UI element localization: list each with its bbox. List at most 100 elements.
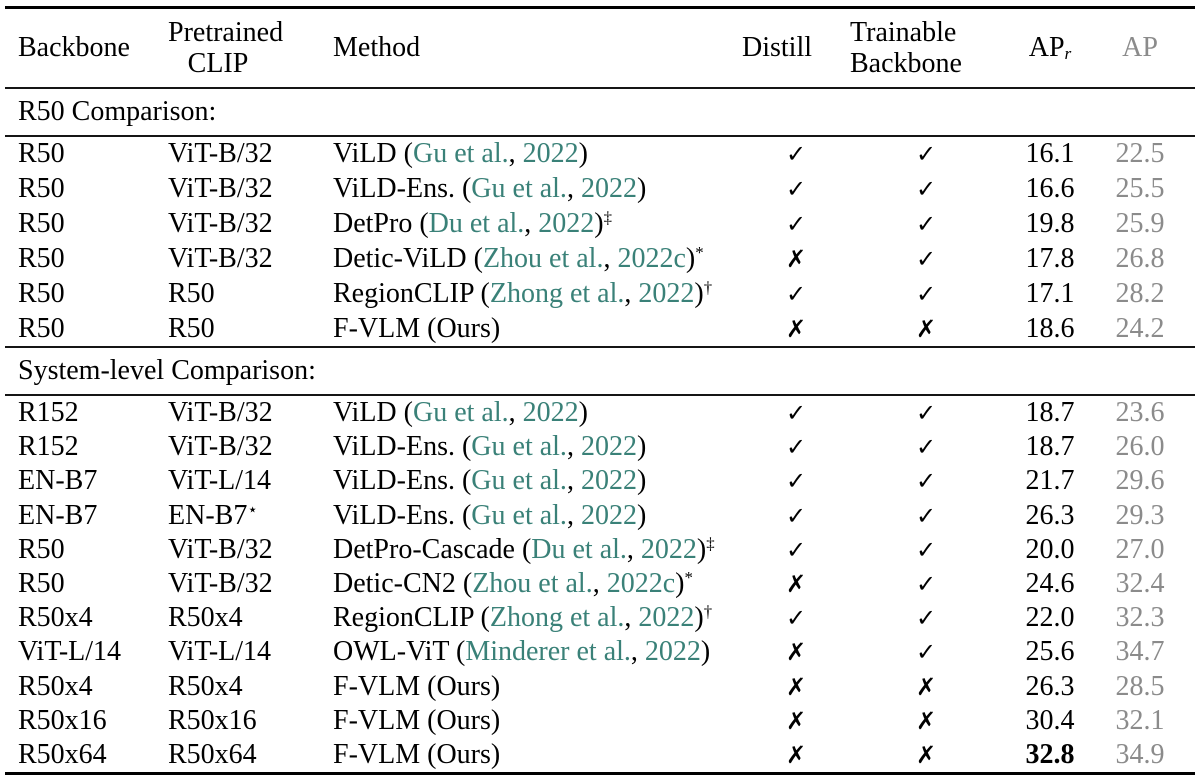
citation-year-link[interactable]: 2022	[640, 533, 697, 565]
citation-year-link[interactable]: 2022	[538, 208, 595, 240]
citation-year-link[interactable]: 2022	[580, 173, 637, 205]
header-ap: AP	[1122, 32, 1158, 63]
cell-ap-value: 34.9	[1115, 738, 1165, 770]
citation-author-link[interactable]: Du et al.	[428, 208, 525, 240]
cell-method: ViLD (Gu et al., 2022)	[333, 138, 588, 170]
cell-backbone: R50	[18, 208, 65, 240]
cell-pretrained-clip: R50	[168, 312, 215, 344]
cell-ap-rare-value: 18.7	[1025, 431, 1075, 463]
citation-author-link[interactable]: Gu et al.	[471, 499, 567, 531]
citation-author-link[interactable]: Gu et al.	[412, 397, 509, 429]
cell-trainable-mark: ✗	[915, 740, 937, 769]
cell-ap-value: 32.4	[1115, 568, 1165, 600]
citation-author-link[interactable]: Du et al.	[531, 533, 627, 565]
table-row: R152 ViT-B/32 ViLD (Gu et al., 2022) ✓ ✓…	[0, 396, 1200, 430]
cell-trainable-mark: ✗	[915, 314, 937, 343]
cell-ap-value: 25.5	[1115, 173, 1165, 205]
cell-pretrained-clip: ViT-B/32	[168, 533, 273, 565]
header-distill: Distill	[742, 32, 813, 63]
cell-trainable-mark: ✗	[915, 672, 937, 701]
method-name: DetPro	[333, 208, 413, 240]
citation-author-link[interactable]: Gu et al.	[471, 431, 567, 463]
citation-author-link[interactable]: Gu et al.	[412, 138, 509, 170]
cell-distill-mark: ✓	[785, 604, 807, 633]
method-name: ViLD-Ens.	[333, 465, 455, 497]
header-trainable-line1: Trainable	[850, 16, 957, 48]
table-row: R50x4 R50x4 RegionCLIP (Zhong et al., 20…	[0, 601, 1200, 635]
table-row: EN-B7 ViT-L/14 ViLD-Ens. (Gu et al., 202…	[0, 464, 1200, 498]
cell-method: ViLD (Gu et al., 2022)	[333, 397, 588, 429]
section-label: R50 Comparison:	[18, 96, 217, 127]
method-superscript: †	[703, 277, 713, 297]
cell-ap-value: 32.1	[1115, 704, 1165, 736]
divider	[5, 394, 1195, 396]
citation-year-link[interactable]: 2022	[580, 431, 637, 463]
citation-author-link[interactable]: Zhong et al.	[489, 602, 625, 634]
cell-ap-rare-value: 24.6	[1025, 568, 1075, 600]
cell-ap-rare-value: 25.6	[1025, 636, 1075, 668]
cell-method: Detic-ViLD (Zhou et al., 2022c)*	[333, 242, 704, 274]
citation-author-link[interactable]: Minderer et al.	[465, 636, 631, 668]
method-name: Detic-CN2	[333, 568, 456, 600]
table-row: R50 ViT-B/32 ViLD (Gu et al., 2022) ✓ ✓ …	[0, 137, 1200, 172]
citation-author-link[interactable]: Zhou et al.	[472, 568, 593, 600]
cell-ap-value: 29.6	[1115, 465, 1165, 497]
table-row: ViT-L/14 ViT-L/14 OWL-ViT (Minderer et a…	[0, 635, 1200, 669]
cell-method: ViLD-Ens. (Gu et al., 2022)	[333, 173, 647, 205]
cell-ap-rare-value: 16.1	[1025, 138, 1075, 170]
method-superscript: ‡	[706, 533, 715, 553]
citation-author-link[interactable]: Gu et al.	[471, 465, 567, 497]
citation-author-link[interactable]: Gu et al.	[471, 173, 567, 205]
header-pretrained-clip: Pretrained CLIP	[168, 17, 328, 80]
cell-pretrained-clip: R50x4	[168, 670, 243, 702]
citation-year-link[interactable]: 2022	[580, 465, 637, 497]
table-row: EN-B7 EN-B7⋆ ViLD-Ens. (Gu et al., 2022)…	[0, 499, 1200, 533]
cell-ap-value: 22.5	[1115, 138, 1165, 170]
cell-trainable-mark: ✓	[915, 399, 937, 428]
method-superscript: ‡	[603, 207, 613, 227]
cell-distill-mark: ✓	[785, 279, 807, 308]
cell-backbone: R50	[18, 173, 65, 205]
method-name: Detic-ViLD	[333, 242, 467, 274]
header-trainable-line2: Backbone	[850, 48, 962, 79]
cell-backbone: R50x64	[18, 738, 107, 770]
cell-backbone: R50	[18, 138, 65, 170]
citation-year-link[interactable]: 2022	[638, 277, 695, 309]
method-name: DetPro-Cascade	[333, 533, 515, 565]
section-r50-comparison: R50 Comparison: R50 ViT-B/32 ViLD (Gu et…	[0, 87, 1200, 346]
cell-method: RegionCLIP (Zhong et al., 2022)†	[333, 601, 713, 634]
cell-ap-rare-value: 18.7	[1025, 397, 1075, 429]
method-name: ViLD-Ens.	[333, 173, 455, 205]
cell-trainable-mark: ✓	[915, 604, 937, 633]
cell-pretrained-clip: ViT-B/32	[168, 568, 273, 600]
citation-author-link[interactable]: Zhou et al.	[482, 242, 604, 274]
section-system-level-comparison: System-level Comparison: R152 ViT-B/32 V…	[0, 346, 1200, 772]
citation-year-link[interactable]: 2022	[522, 138, 579, 170]
cell-ap-rare-value: 30.4	[1025, 704, 1075, 736]
cell-trainable-mark: ✓	[915, 535, 937, 564]
citation-year-link[interactable]: 2022	[638, 602, 695, 634]
divider	[5, 346, 1195, 348]
cell-trainable-mark: ✗	[915, 706, 937, 735]
method-name: ViLD-Ens.	[333, 431, 455, 463]
cell-distill-mark: ✓	[785, 399, 807, 428]
cell-backbone: R152	[18, 397, 79, 429]
table-row: R50 R50 RegionCLIP (Zhong et al., 2022)†…	[0, 276, 1200, 311]
top-rule	[5, 6, 1195, 9]
citation-year-link[interactable]: 2022c	[606, 568, 676, 600]
cell-distill-mark: ✗	[785, 638, 807, 667]
citation-year-link[interactable]: 2022	[644, 636, 701, 668]
cell-ap-rare-value: 19.8	[1025, 208, 1075, 240]
cell-method: ViLD-Ens. (Gu et al., 2022)	[333, 465, 647, 497]
cell-distill-mark: ✓	[785, 175, 807, 204]
method-superscript: *	[695, 242, 704, 262]
citation-year-link[interactable]: 2022	[580, 499, 637, 531]
citation-year-link[interactable]: 2022	[522, 397, 579, 429]
cell-ap-rare-value: 20.0	[1025, 533, 1075, 565]
table-header: Backbone Pretrained CLIP Method Distill …	[0, 9, 1200, 87]
citation-author-link[interactable]: Zhong et al.	[489, 277, 625, 309]
header-backbone: Backbone	[18, 32, 130, 63]
citation-year-link[interactable]: 2022c	[617, 242, 686, 274]
cell-pretrained-clip: ViT-L/14	[168, 465, 272, 497]
method-name: F-VLM (Ours)	[333, 704, 501, 736]
